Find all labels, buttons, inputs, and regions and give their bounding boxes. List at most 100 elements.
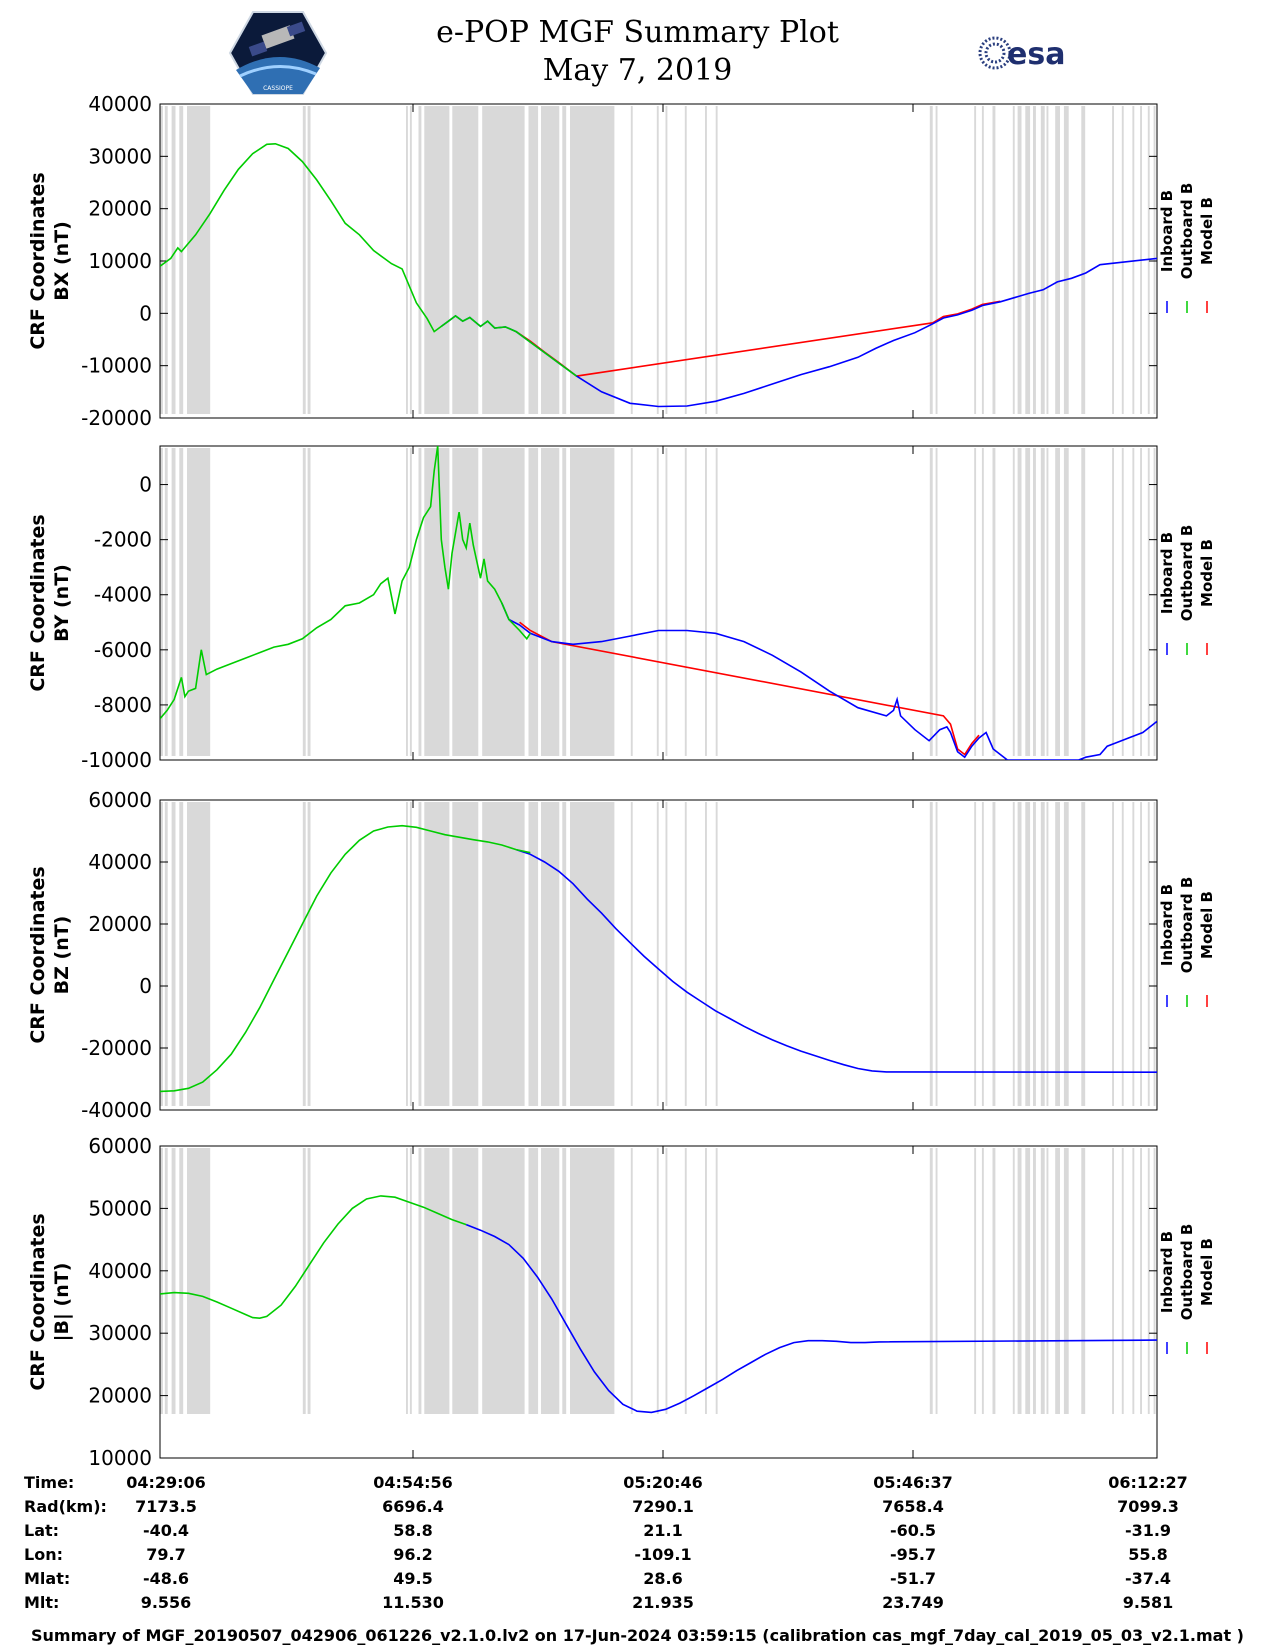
gap-band xyxy=(992,448,996,756)
y-tick-label: 10000 xyxy=(88,1446,152,1470)
gap-band xyxy=(715,448,718,756)
gap-band xyxy=(1063,448,1069,756)
gap-band xyxy=(705,448,707,756)
gap-band xyxy=(656,1148,659,1414)
gap-band xyxy=(1025,106,1031,414)
gap-band xyxy=(482,448,525,756)
gap-band xyxy=(418,802,422,1106)
gap-band xyxy=(1153,802,1156,1106)
ephemeris-cell: 96.2 xyxy=(393,1545,433,1564)
legend-inboard-b: Inboard B xyxy=(1158,532,1176,614)
gap-band xyxy=(1040,1148,1045,1414)
gap-band xyxy=(171,448,176,756)
gap-band xyxy=(974,106,977,414)
legend-outboard-b: Outboard B xyxy=(1178,183,1196,280)
esa-logo-text: esa xyxy=(1007,37,1065,72)
gap-band xyxy=(302,106,306,414)
gap-band xyxy=(1017,1148,1022,1414)
gap-band xyxy=(981,448,984,756)
gap-band xyxy=(1055,448,1060,756)
ephemeris-cell: 04:29:06 xyxy=(126,1473,206,1492)
gap-band xyxy=(307,106,311,414)
plot-frame xyxy=(159,445,1158,761)
gap-band xyxy=(1132,448,1135,756)
gap-band xyxy=(424,1148,450,1414)
ephemeris-cell: -31.9 xyxy=(1124,1521,1172,1540)
gap-band xyxy=(630,448,633,756)
gap-band xyxy=(1112,1148,1114,1414)
ephemeris-cell: 7290.1 xyxy=(632,1497,694,1516)
gap-band xyxy=(1063,106,1069,414)
gap-band xyxy=(164,448,168,756)
gap-band xyxy=(171,802,176,1106)
gap-band xyxy=(452,802,479,1106)
legend-outboard-b: Outboard B xyxy=(1178,1224,1196,1321)
y-tick-label: 60000 xyxy=(88,788,152,812)
outboard-b-line xyxy=(160,142,578,377)
gap-band xyxy=(665,1148,668,1414)
gap-band xyxy=(562,802,567,1106)
ephemeris-cell: 28.6 xyxy=(643,1569,683,1588)
ephemeris-cell: -95.7 xyxy=(889,1545,937,1564)
y-tick-label: 60000 xyxy=(88,1134,152,1158)
gap-band xyxy=(482,106,525,414)
gap-band xyxy=(302,448,306,756)
gap-band xyxy=(409,802,412,1106)
page-title: e-POP MGF Summary Plot May 7, 2019 xyxy=(0,14,1275,90)
y-tick-label: 40000 xyxy=(88,850,152,874)
ephemeris-cell: -51.7 xyxy=(889,1569,937,1588)
gap-band xyxy=(1153,1148,1156,1414)
title-line2: May 7, 2019 xyxy=(542,53,733,88)
series-group xyxy=(160,446,1157,760)
gap-band xyxy=(929,448,933,756)
gap-band xyxy=(715,106,718,414)
ephemeris-cell: 7173.5 xyxy=(135,1497,197,1516)
gap-band xyxy=(1055,1148,1060,1414)
gap-band xyxy=(992,1148,996,1414)
legend-outboard-b: Outboard B xyxy=(1178,525,1196,622)
y-tick-label: -6000 xyxy=(94,638,152,662)
gap-band xyxy=(1112,106,1114,414)
gap-band xyxy=(1081,106,1086,414)
y-tick-label: -10000 xyxy=(81,748,152,772)
ephemeris-cell: 05:20:46 xyxy=(623,1473,703,1492)
y-tick-label: 20000 xyxy=(88,912,152,936)
cassiope-logo: CASSIOPE xyxy=(228,11,328,95)
gap-band xyxy=(1025,448,1031,756)
gap-band xyxy=(705,1148,707,1414)
panel-4: 10000 20000 30000 40000 50000 60000 CRF Coordi… xyxy=(27,1134,1216,1470)
panel-3: -40000 -20000 0 20000 40000 60000 CRF Coordina… xyxy=(27,788,1216,1122)
gap-band xyxy=(307,1148,311,1414)
gap-band xyxy=(570,106,615,414)
gap-band xyxy=(992,106,996,414)
gap-band xyxy=(409,448,412,756)
gap-band xyxy=(1046,448,1049,756)
gap-band xyxy=(1132,106,1135,414)
plot-frame xyxy=(159,1145,1158,1459)
gap-band xyxy=(665,106,668,414)
gap-band xyxy=(935,1148,938,1414)
legend-model-b: Model B xyxy=(1198,197,1216,265)
legend-inboard-b: Inboard B xyxy=(1158,884,1176,966)
gap-band xyxy=(929,1148,933,1414)
ephemeris-row-label: Lon: xyxy=(24,1545,63,1564)
gap-band xyxy=(1121,1148,1124,1414)
gap-band xyxy=(562,1148,567,1414)
gap-band xyxy=(164,106,168,414)
gap-band xyxy=(179,802,184,1106)
ephemeris-cell: 49.5 xyxy=(393,1569,433,1588)
ephemeris-cell: 9.556 xyxy=(140,1593,192,1612)
gap-band xyxy=(1033,448,1036,756)
gap-band xyxy=(406,106,408,414)
y-axis-label: BZ (nT) xyxy=(51,916,73,995)
gap-band xyxy=(1046,1148,1049,1414)
y-tick-label: -4000 xyxy=(94,583,152,607)
ephemeris-cell: 6696.4 xyxy=(382,1497,444,1516)
legend-inboard-b: Inboard B xyxy=(1158,1231,1176,1313)
gap-band xyxy=(307,448,311,756)
y-tick-label: 40000 xyxy=(88,1259,152,1283)
y-tick-label: -40000 xyxy=(81,1098,152,1122)
ephemeris-cell: -60.5 xyxy=(889,1521,937,1540)
gap-band xyxy=(1112,448,1114,756)
gap-band xyxy=(160,1148,163,1414)
